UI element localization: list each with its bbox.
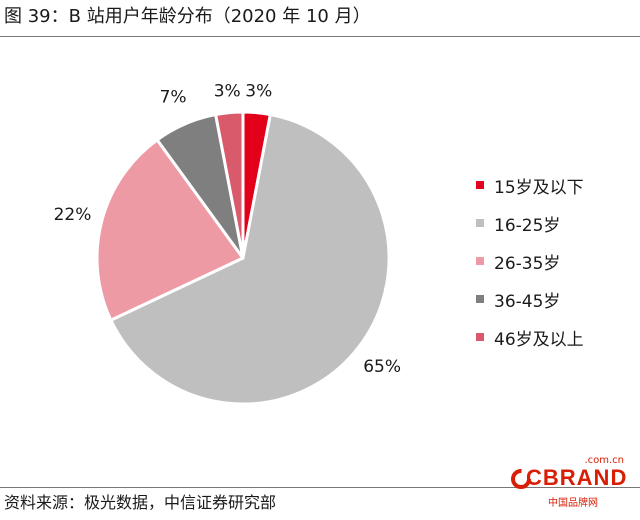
logo-word: CBRAND bbox=[526, 465, 628, 490]
legend-label: 36-45岁 bbox=[494, 291, 561, 312]
legend-item-3: 26-35岁 bbox=[476, 242, 636, 280]
cbrand-logo: .com.cn CBRAND 中国品牌网 bbox=[500, 455, 638, 519]
pie-slice-2 bbox=[109, 113, 391, 406]
legend-swatch bbox=[476, 257, 484, 265]
logo-subtitle: 中国品牌网 bbox=[548, 498, 598, 509]
logo-mark-icon bbox=[511, 469, 531, 489]
logo-domain: .com.cn bbox=[584, 455, 624, 466]
pie-slice-3 bbox=[95, 138, 245, 322]
legend-item-5: 46岁及以上 bbox=[476, 318, 636, 356]
legend-label: 16-25岁 bbox=[494, 215, 561, 236]
legend-label: 15岁及以下 bbox=[494, 177, 584, 198]
legend-swatch bbox=[476, 333, 484, 341]
footer-divider bbox=[0, 487, 640, 488]
figure-title: 图 39：B 站用户年龄分布（2020 年 10 月） bbox=[4, 6, 371, 27]
slice-label-1: 3% bbox=[245, 82, 272, 102]
legend-swatch bbox=[476, 181, 484, 189]
legend-item-2: 16-25岁 bbox=[476, 204, 636, 242]
legend-item-1: 15岁及以下 bbox=[476, 166, 636, 204]
source-note: 资料来源：极光数据，中信证券研究部 bbox=[4, 493, 277, 512]
legend-swatch bbox=[476, 295, 484, 303]
legend-label: 26-35岁 bbox=[494, 253, 561, 274]
chart-legend: 15岁及以下 16-25岁 26-35岁 36-45岁 46岁及以上 bbox=[476, 166, 636, 356]
legend-item-4: 36-45岁 bbox=[476, 280, 636, 318]
slice-label-4: 7% bbox=[160, 88, 187, 108]
slice-label-5: 3% bbox=[214, 82, 241, 102]
pie-chart: 3% 65% 22% 7% 3% bbox=[54, 82, 401, 406]
legend-swatch bbox=[476, 219, 484, 227]
pie-slice-5 bbox=[214, 110, 245, 260]
slice-label-2: 65% bbox=[363, 357, 401, 377]
legend-label: 46岁及以上 bbox=[494, 329, 584, 350]
title-divider bbox=[0, 36, 640, 37]
slice-label-3: 22% bbox=[54, 205, 92, 225]
